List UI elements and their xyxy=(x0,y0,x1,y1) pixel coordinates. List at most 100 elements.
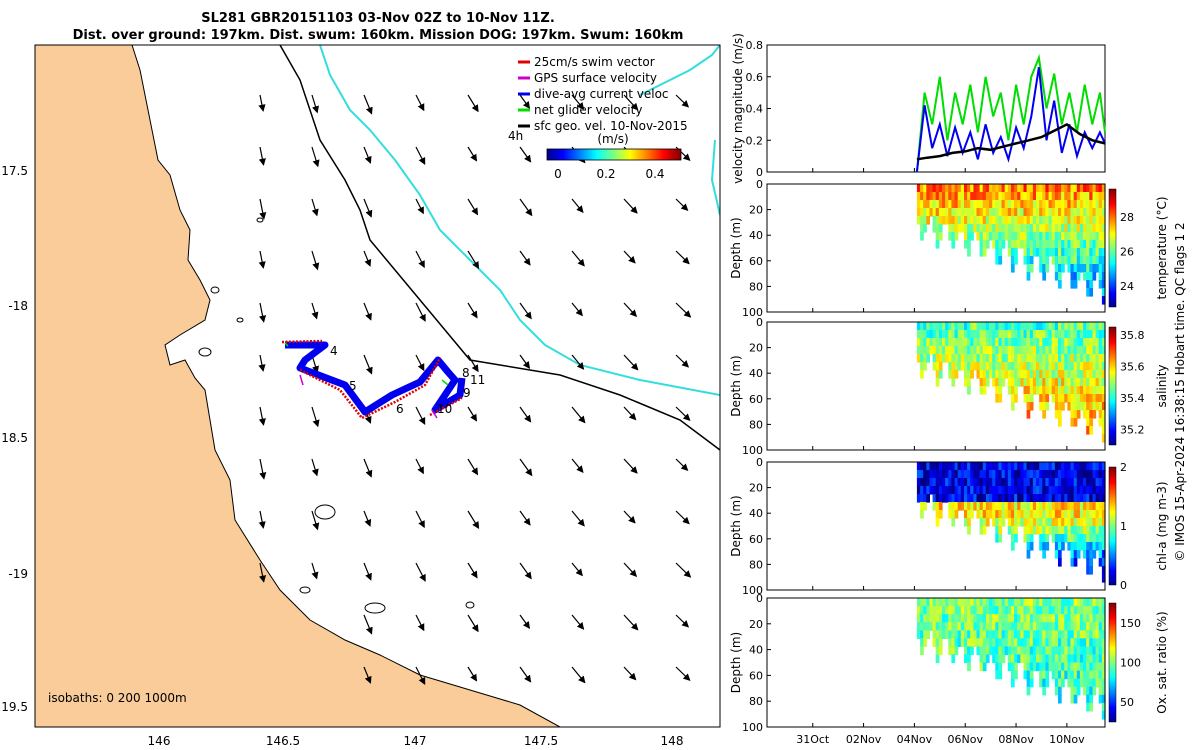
heatmap-cell xyxy=(998,486,1003,495)
heatmap-cell xyxy=(1073,486,1078,495)
heatmap-cell xyxy=(1054,256,1059,265)
heatmap-cell xyxy=(1089,662,1093,672)
current-vector-arrow xyxy=(675,666,691,682)
heatmap-cell xyxy=(995,606,999,615)
heatmap-cell xyxy=(1101,264,1106,273)
heatmap-cell xyxy=(1029,232,1034,241)
heatmap-cell xyxy=(982,646,987,656)
heatmap-cell xyxy=(951,192,956,201)
heatmap-frame xyxy=(766,321,1106,451)
heatmap-cell xyxy=(970,208,974,217)
heatmap-cell xyxy=(929,598,934,607)
heatmap-cell xyxy=(1076,598,1081,607)
heatmap-cell xyxy=(1011,338,1015,347)
heatmap-cell xyxy=(1073,208,1078,217)
heatmap-cell xyxy=(998,662,1003,672)
heatmap-cell xyxy=(982,338,987,347)
heatmap-cell xyxy=(935,354,940,363)
heatmap-cell xyxy=(1039,630,1043,639)
heatmap-cell xyxy=(1029,264,1034,273)
heatmap-cell xyxy=(938,192,943,201)
heatmap-cell xyxy=(982,638,987,647)
heatmap-cell xyxy=(1045,646,1050,656)
heatmap-cell xyxy=(1095,486,1100,495)
heatmap-cell xyxy=(1011,224,1015,233)
heatmap-cell xyxy=(1058,558,1062,567)
current-vector-arrow xyxy=(571,302,583,317)
title-line-1: SL281 GBR20151103 03-Nov 02Z to 10-Nov 1… xyxy=(201,11,555,26)
heatmap-cell xyxy=(1089,502,1093,511)
heatmap-cell xyxy=(1042,526,1046,535)
heatmap-cell xyxy=(1070,338,1075,347)
heatmap-cell xyxy=(964,240,968,249)
heatmap-cell xyxy=(1089,638,1093,647)
heatmap-cell xyxy=(973,224,978,233)
heatmap-cell xyxy=(1089,272,1093,281)
heatmap-cell xyxy=(1092,216,1097,225)
heatmap-cell xyxy=(1001,478,1006,487)
heatmap-cell xyxy=(1064,330,1068,339)
heatmap-cell xyxy=(1086,216,1090,225)
heatmap-cell xyxy=(1086,224,1090,233)
heatmap-cell xyxy=(989,646,993,656)
heatmap-cell xyxy=(985,614,990,623)
heatmap-cell xyxy=(1079,346,1084,355)
heatmap-cell xyxy=(932,606,937,615)
heatmap-cell xyxy=(1095,470,1100,479)
current-vector-arrow xyxy=(467,614,479,633)
heatmap-cell xyxy=(1083,614,1087,623)
heatmap-cell xyxy=(957,486,962,495)
heatmap-cell xyxy=(1026,518,1031,527)
heatmap-cell xyxy=(1023,638,1028,647)
heatmap-cell xyxy=(1011,502,1015,511)
heatmap-cell xyxy=(1089,550,1093,559)
heatmap-cell xyxy=(1092,232,1097,241)
heatmap-cell xyxy=(1092,272,1097,281)
heatmap-cell xyxy=(1007,502,1012,511)
heatmap-cell xyxy=(1017,184,1021,193)
heatmap-cell xyxy=(1089,256,1093,265)
heatmap-cell xyxy=(1048,494,1053,503)
heatmap-cell xyxy=(1020,378,1025,387)
heatmap-cell xyxy=(979,606,984,615)
heatmap-cell xyxy=(1029,622,1034,631)
heatmap-cell xyxy=(929,622,934,631)
y-tick-label: 20 xyxy=(749,204,763,217)
heatmap-cell xyxy=(1058,542,1062,551)
heatmap-cell xyxy=(1045,224,1050,233)
heatmap-cell xyxy=(1095,240,1100,249)
heatmap-cell xyxy=(1098,208,1103,217)
heatmap-cell xyxy=(954,192,959,201)
heatmap-cell xyxy=(960,638,965,647)
heatmap-cell xyxy=(982,606,987,615)
heatmap-cell xyxy=(1039,330,1043,339)
heatmap-cell xyxy=(973,208,978,217)
heatmap-cell xyxy=(951,478,956,487)
heatmap-cell xyxy=(1020,494,1025,503)
heatmap-cell xyxy=(1020,510,1025,519)
heatmap-cell xyxy=(951,200,956,209)
heatmap-cell xyxy=(1042,510,1046,519)
heatmap-cell xyxy=(1089,402,1093,411)
heatmap-cell xyxy=(1054,630,1059,639)
heatmap-cell xyxy=(1076,402,1081,411)
heatmap-cell xyxy=(1064,510,1068,519)
heatmap-cell xyxy=(1095,510,1100,519)
heatmap-cell xyxy=(1004,232,1009,241)
heatmap-cell xyxy=(1092,686,1097,696)
heatmap-cell xyxy=(967,606,971,615)
heatmap-cell xyxy=(985,478,990,487)
heatmap-cell xyxy=(1067,264,1072,273)
heatmap-cell xyxy=(1076,550,1081,559)
heatmap-cell xyxy=(932,224,937,233)
heatmap-cell xyxy=(1011,354,1015,363)
heatmap-cell xyxy=(1014,510,1018,519)
colorbar-tick: 100 xyxy=(1120,657,1141,670)
current-vector-arrow xyxy=(415,614,425,632)
heatmap-cell xyxy=(976,598,981,607)
x-tick-label: 02Nov xyxy=(846,733,882,746)
current-vector-arrow xyxy=(675,614,690,628)
heatmap-cell xyxy=(1083,240,1087,249)
colorbar-tick: 35.2 xyxy=(1120,423,1145,436)
heatmap-cell xyxy=(1061,494,1065,503)
